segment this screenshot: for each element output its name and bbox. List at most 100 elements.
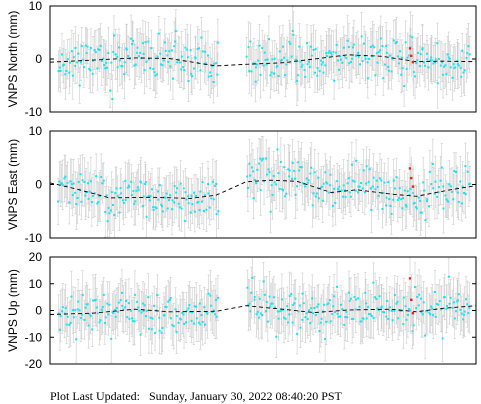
data-point <box>334 311 337 314</box>
data-point <box>419 297 422 300</box>
data-point <box>332 50 335 53</box>
data-point <box>57 200 60 203</box>
last-updated-label: Plot Last Updated: <box>50 389 140 403</box>
data-point <box>459 66 462 69</box>
data-point <box>345 310 348 313</box>
data-point <box>269 210 272 213</box>
data-point <box>87 182 90 185</box>
data-point <box>154 74 157 77</box>
data-point <box>365 165 368 168</box>
data-point <box>385 300 388 303</box>
data-point <box>346 316 349 319</box>
data-point <box>260 159 263 162</box>
data-point <box>349 297 352 300</box>
data-point <box>179 318 182 321</box>
data-point <box>387 69 390 72</box>
data-point <box>93 192 96 195</box>
data-point <box>403 189 406 192</box>
data-point <box>296 74 299 77</box>
data-point <box>174 30 177 33</box>
data-point <box>102 57 105 60</box>
data-point <box>288 295 291 298</box>
data-point <box>124 306 127 309</box>
data-point <box>342 184 345 187</box>
y-tick-label: -10 <box>25 105 43 119</box>
data-point <box>328 184 331 187</box>
data-point <box>248 70 251 73</box>
data-point <box>394 42 397 45</box>
data-point <box>340 58 343 61</box>
data-point <box>152 206 155 209</box>
data-point <box>315 192 318 195</box>
data-point <box>134 200 137 203</box>
data-point <box>194 57 197 60</box>
data-point <box>347 291 350 294</box>
data-point <box>433 192 436 195</box>
data-point <box>349 60 352 63</box>
data-point <box>103 64 106 67</box>
data-point <box>148 199 151 202</box>
data-point <box>266 320 269 323</box>
data-point <box>332 305 335 308</box>
data-point <box>61 310 64 313</box>
data-point <box>104 210 107 213</box>
data-point <box>282 189 285 192</box>
data-point <box>405 318 408 321</box>
data-point <box>210 304 213 307</box>
data-point <box>324 64 327 67</box>
data-point <box>443 65 446 68</box>
data-point <box>212 198 215 201</box>
data-point <box>198 302 201 305</box>
data-point <box>68 201 71 204</box>
data-point <box>407 307 410 310</box>
data-point <box>355 298 358 301</box>
data-point <box>283 195 286 198</box>
data-point <box>101 182 104 185</box>
panel-up: -20 -10 0 10 20 VNPS Up (mm) <box>6 250 477 371</box>
data-point <box>245 55 248 58</box>
data-point <box>414 75 417 78</box>
data-point <box>326 182 329 185</box>
data-point <box>312 48 315 51</box>
recent-data-point <box>411 60 415 64</box>
data-point <box>453 170 456 173</box>
data-point <box>185 198 188 201</box>
data-point <box>85 191 88 194</box>
data-point <box>397 62 400 65</box>
data-point <box>177 321 180 324</box>
data-point <box>214 184 217 187</box>
data-point <box>438 300 441 303</box>
data-point <box>441 61 444 64</box>
data-point <box>309 322 312 325</box>
data-point <box>449 185 452 188</box>
data-point <box>415 62 418 65</box>
data-point <box>75 338 78 341</box>
data-point <box>375 52 378 55</box>
data-point <box>182 187 185 190</box>
data-point <box>198 209 201 212</box>
data-point <box>76 308 79 311</box>
data-point <box>404 305 407 308</box>
data-point <box>107 52 110 55</box>
data-point <box>449 296 452 299</box>
y-axis-title-north: VNPS North (mm) <box>6 11 20 108</box>
data-point <box>206 312 209 315</box>
data-point <box>288 169 291 172</box>
data-point <box>62 63 65 66</box>
data-point <box>173 185 176 188</box>
data-point <box>360 320 363 323</box>
data-point <box>424 219 427 222</box>
data-point <box>313 71 316 74</box>
data-point <box>106 66 109 69</box>
data-point <box>96 67 99 70</box>
data-point <box>192 322 195 325</box>
data-point <box>346 39 349 42</box>
data-point <box>267 168 270 171</box>
data-point <box>302 302 305 305</box>
data-point <box>138 309 141 312</box>
data-point <box>446 53 449 56</box>
data-point <box>103 322 106 325</box>
data-point <box>284 74 287 77</box>
data-point <box>259 189 262 192</box>
data-point <box>329 320 332 323</box>
